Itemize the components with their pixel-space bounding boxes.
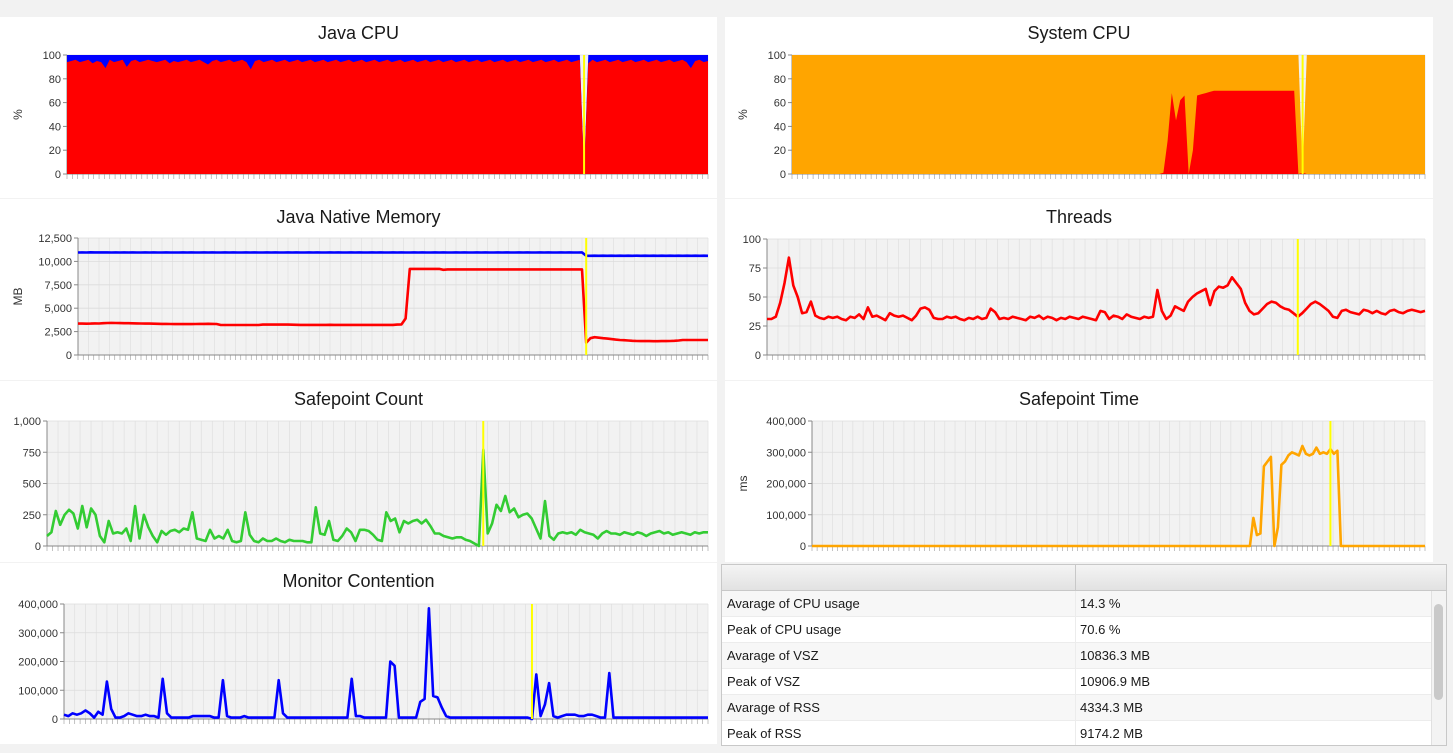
scrollbar-thumb[interactable] <box>1434 604 1443 700</box>
y-tick-label: 500 <box>23 479 41 491</box>
y-tick-label: 0 <box>35 541 41 553</box>
chart-java-native-memory: 0 2,500 5,000 7,500 10,000 12,500 MB <box>11 233 709 362</box>
y-tick-label: 40 <box>774 121 786 133</box>
area-series-0 <box>792 55 1425 174</box>
y-tick-label: 75 <box>749 263 761 275</box>
y-tick-label: 2,500 <box>44 327 72 339</box>
y-tick-label: 750 <box>23 447 41 459</box>
table-row[interactable]: Peak of RSS 9174.2 MB <box>722 721 1446 745</box>
y-tick-label: 0 <box>800 541 806 553</box>
y-tick-label: 100,000 <box>18 685 58 697</box>
chart-panel-safepoint-count: Safepoint Count 0 250 500 750 1,000 <box>0 381 717 562</box>
y-tick-label: 80 <box>774 74 786 86</box>
chart-monitor-contention: 0 100,000 200,000 300,000 400,000 <box>18 599 709 726</box>
y-tick-label: 60 <box>49 98 61 110</box>
chart-title: System CPU <box>1027 23 1131 43</box>
y-tick-label: 0 <box>52 714 58 726</box>
y-tick-label: 100,000 <box>766 510 806 522</box>
chart-title: Safepoint Time <box>1018 389 1140 409</box>
y-tick-label: 0 <box>55 169 61 181</box>
chart-panel-system-cpu: System CPU 0 20 40 60 80 100% <box>725 17 1433 198</box>
y-axis-label: % <box>11 109 25 120</box>
line-series-0 <box>812 444 1425 548</box>
chart-panel-threads: Threads 0 25 50 75 100 <box>725 199 1433 380</box>
row-label: Peak of CPU usage <box>727 622 842 637</box>
y-tick-label: 100 <box>743 234 761 246</box>
chart-panel-safepoint-time: Safepoint Time 0 100,000 200,000 300,000 400… <box>725 381 1433 562</box>
y-tick-label: 0 <box>780 169 786 181</box>
chart-title: Threads <box>1045 207 1113 227</box>
chart-threads: 0 25 50 75 100 <box>743 234 1426 362</box>
area-series-1 <box>792 90 1425 174</box>
line-series-1 <box>78 267 708 345</box>
row-label: Peak of VSZ <box>727 674 800 689</box>
row-label: Peak of RSS <box>727 726 802 741</box>
chart-safepoint-count: 0 250 500 750 1,000 <box>13 416 709 553</box>
chart-panel-java-cpu: Java CPU 0 20 40 60 80 100% <box>0 17 717 198</box>
stats-table-body: Avarage of CPU usage 14.3 % Peak of CPU … <box>722 591 1446 745</box>
y-axis-label: ms <box>736 476 750 492</box>
y-axis-label: % <box>736 109 750 120</box>
y-tick-label: 1,000 <box>13 416 41 428</box>
row-value: 4334.3 MB <box>1080 700 1143 715</box>
table-row[interactable]: Peak of CPU usage 70.6 % <box>722 617 1446 643</box>
stats-table-header <box>722 565 1446 591</box>
y-tick-label: 400,000 <box>766 416 806 428</box>
y-tick-label: 0 <box>66 350 72 362</box>
row-label: Avarage of CPU usage <box>727 596 860 611</box>
column-header-metric[interactable] <box>722 565 1076 590</box>
line-series-0 <box>767 256 1426 322</box>
y-tick-label: 40 <box>49 121 61 133</box>
y-tick-label: 200,000 <box>18 657 58 669</box>
table-row[interactable]: Avarage of CPU usage 14.3 % <box>722 591 1446 617</box>
y-tick-label: 60 <box>774 98 786 110</box>
chart-safepoint-time: 0 100,000 200,000 300,000 400,000 ms <box>736 416 1426 553</box>
row-label: Avarage of RSS <box>727 700 820 715</box>
chart-panel-monitor-contention: Monitor Contention 0 100,000 200,000 300,00… <box>0 563 717 744</box>
line-series-0 <box>46 448 708 548</box>
chart-title: Java Native Memory <box>276 207 441 227</box>
y-tick-label: 10,000 <box>38 256 72 268</box>
y-tick-label: 100 <box>768 50 786 62</box>
y-tick-label: 200,000 <box>766 479 806 491</box>
row-value: 10906.9 MB <box>1080 674 1151 689</box>
y-axis-label: MB <box>11 288 25 306</box>
y-tick-label: 20 <box>774 145 786 157</box>
table-row[interactable]: Peak of VSZ 10906.9 MB <box>722 669 1446 695</box>
vertical-scrollbar[interactable] <box>1431 591 1446 745</box>
line-series-0 <box>77 251 709 258</box>
line-series-0 <box>63 607 708 721</box>
y-tick-label: 250 <box>23 510 41 522</box>
table-row[interactable]: Avarage of RSS 4334.3 MB <box>722 695 1446 721</box>
table-row[interactable]: Avarage of VSZ 10836.3 MB <box>722 643 1446 669</box>
y-tick-label: 7,500 <box>44 280 72 292</box>
chart-java-cpu: 0 20 40 60 80 100% <box>11 50 709 181</box>
chart-title: Monitor Contention <box>282 571 435 591</box>
column-header-value[interactable] <box>1076 565 1446 590</box>
row-value: 9174.2 MB <box>1080 726 1143 741</box>
y-tick-label: 0 <box>755 350 761 362</box>
stats-table[interactable]: Avarage of CPU usage 14.3 % Peak of CPU … <box>721 564 1447 746</box>
chart-title: Java CPU <box>317 23 400 43</box>
row-value: 70.6 % <box>1080 622 1121 637</box>
chart-title: Safepoint Count <box>293 389 424 409</box>
y-tick-label: 5,000 <box>44 303 72 315</box>
y-tick-label: 12,500 <box>38 233 72 245</box>
row-value: 10836.3 MB <box>1080 648 1151 663</box>
area-series-0 <box>67 59 708 174</box>
y-tick-label: 20 <box>49 145 61 157</box>
y-tick-label: 400,000 <box>18 599 58 611</box>
y-tick-label: 300,000 <box>766 447 806 459</box>
chart-panel-java-native-memory: Java Native Memory 0 2,500 5,000 7,500 10,00… <box>0 199 717 380</box>
row-value: 14.3 % <box>1080 596 1121 611</box>
chart-system-cpu: 0 20 40 60 80 100% <box>736 50 1426 181</box>
y-tick-label: 25 <box>749 321 761 333</box>
row-label: Avarage of VSZ <box>727 648 819 663</box>
y-tick-label: 50 <box>749 292 761 304</box>
y-tick-label: 100 <box>43 50 61 62</box>
y-tick-label: 300,000 <box>18 628 58 640</box>
y-tick-label: 80 <box>49 74 61 86</box>
